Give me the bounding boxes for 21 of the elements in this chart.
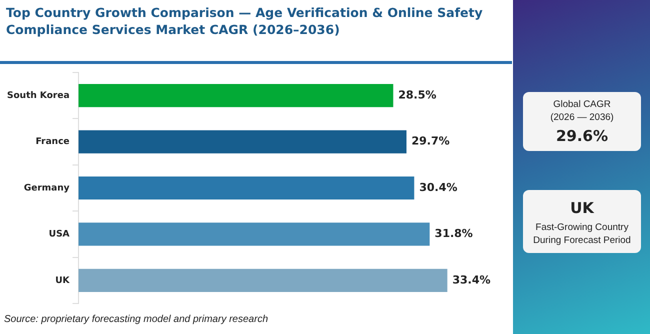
- bar: [78, 222, 430, 246]
- data-label: 33.4%: [452, 273, 491, 286]
- y-tick-label: UK: [55, 276, 71, 286]
- text: UK: [569, 199, 596, 217]
- data-label: 31.8%: [434, 227, 473, 240]
- text: Global CAGR (2026 — 2036): [549, 98, 615, 124]
- bar: [78, 84, 394, 108]
- text: Fast-Growing Country During Forecast Period: [532, 221, 632, 247]
- source-note: Source: proprietary forecasting model and primary research: [4, 314, 268, 325]
- data-label: 30.4%: [419, 180, 458, 194]
- bar: [78, 130, 406, 154]
- data-label: 29.7%: [411, 134, 450, 148]
- bar: [78, 176, 414, 200]
- y-tick-label: USA: [48, 230, 70, 240]
- data-label: 28.5%: [398, 88, 436, 102]
- chart-title: Top Country Growth Comparison — Age Verification & Online Safety Compliance Services Market CAGR (2026–2036): [6, 4, 484, 38]
- y-tick-label: South Korea: [7, 90, 70, 101]
- text: 29.6%: [554, 127, 610, 145]
- y-tick-label: Germany: [24, 183, 70, 194]
- y-tick-label: France: [36, 137, 70, 148]
- bar: [78, 268, 448, 292]
